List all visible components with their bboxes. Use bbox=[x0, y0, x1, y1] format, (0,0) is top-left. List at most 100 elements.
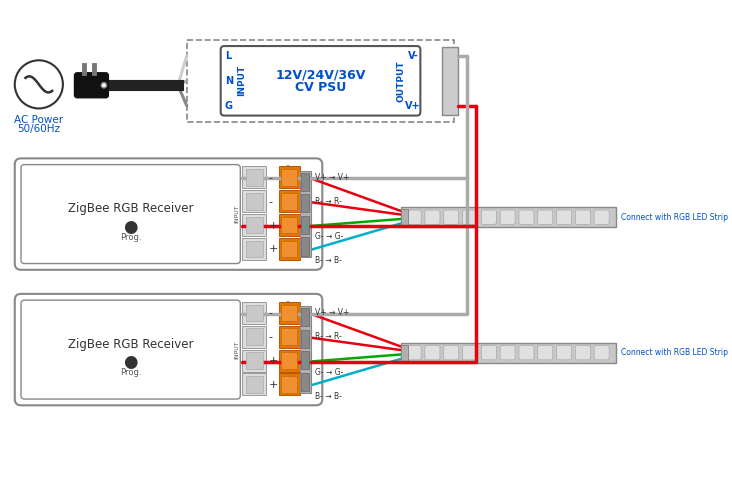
Text: G: G bbox=[225, 101, 233, 111]
Bar bbox=[242, 350, 266, 372]
Text: V+ → V+: V+ → V+ bbox=[315, 308, 350, 318]
Bar bbox=[302, 172, 310, 191]
Text: B- → B-: B- → B- bbox=[315, 392, 342, 400]
FancyBboxPatch shape bbox=[538, 346, 553, 360]
FancyBboxPatch shape bbox=[15, 158, 322, 270]
Bar bbox=[279, 238, 300, 260]
Bar bbox=[246, 241, 263, 257]
Bar bbox=[246, 193, 263, 209]
FancyBboxPatch shape bbox=[425, 210, 440, 225]
Bar bbox=[302, 373, 310, 391]
Bar bbox=[242, 326, 266, 348]
Bar bbox=[187, 40, 455, 122]
FancyBboxPatch shape bbox=[463, 346, 477, 360]
FancyBboxPatch shape bbox=[21, 300, 240, 399]
FancyBboxPatch shape bbox=[482, 210, 496, 225]
FancyBboxPatch shape bbox=[444, 210, 459, 225]
Text: LED: LED bbox=[287, 163, 292, 175]
Bar bbox=[281, 217, 297, 233]
FancyBboxPatch shape bbox=[556, 210, 572, 225]
Text: CV PSU: CV PSU bbox=[295, 80, 346, 94]
Text: G- → G-: G- → G- bbox=[315, 368, 343, 377]
Text: V+ → V+: V+ → V+ bbox=[315, 173, 350, 182]
Circle shape bbox=[15, 60, 63, 109]
Bar bbox=[400, 207, 616, 227]
FancyBboxPatch shape bbox=[538, 210, 553, 225]
Bar bbox=[242, 167, 266, 188]
Bar bbox=[279, 374, 300, 395]
FancyBboxPatch shape bbox=[406, 346, 421, 360]
Text: 50/60Hz: 50/60Hz bbox=[18, 124, 60, 133]
Text: Prog.: Prog. bbox=[120, 233, 141, 242]
Bar bbox=[300, 171, 310, 257]
FancyBboxPatch shape bbox=[444, 346, 459, 360]
FancyBboxPatch shape bbox=[15, 294, 322, 405]
Text: -: - bbox=[269, 332, 273, 342]
Text: Connect with RGB LED Strip: Connect with RGB LED Strip bbox=[621, 213, 728, 222]
Bar bbox=[246, 169, 263, 186]
FancyBboxPatch shape bbox=[21, 165, 240, 263]
Bar bbox=[246, 376, 263, 393]
Bar bbox=[242, 238, 266, 260]
Text: -: - bbox=[269, 173, 273, 183]
Bar bbox=[281, 241, 297, 257]
Text: Connect with RGB LED Strip: Connect with RGB LED Strip bbox=[621, 348, 728, 357]
Bar bbox=[279, 190, 300, 212]
Text: G- → G-: G- → G- bbox=[315, 232, 343, 241]
FancyBboxPatch shape bbox=[500, 346, 515, 360]
Text: OUTPUT: OUTPUT bbox=[396, 60, 406, 102]
Text: ZigBee RGB Receiver: ZigBee RGB Receiver bbox=[68, 337, 193, 351]
FancyBboxPatch shape bbox=[575, 346, 591, 360]
Text: INPUT: INPUT bbox=[234, 340, 239, 359]
FancyBboxPatch shape bbox=[594, 346, 609, 360]
Text: R- → R-: R- → R- bbox=[315, 332, 342, 341]
Bar bbox=[246, 304, 263, 321]
Bar bbox=[242, 214, 266, 236]
FancyBboxPatch shape bbox=[220, 46, 420, 115]
Text: V+: V+ bbox=[406, 101, 421, 111]
Text: +: + bbox=[269, 221, 278, 230]
Text: N: N bbox=[225, 76, 233, 86]
Bar bbox=[281, 304, 297, 321]
Text: +: + bbox=[269, 380, 278, 390]
FancyBboxPatch shape bbox=[500, 210, 515, 225]
Text: Prog.: Prog. bbox=[120, 368, 141, 377]
Bar bbox=[246, 217, 263, 233]
FancyBboxPatch shape bbox=[425, 346, 440, 360]
Text: B- → B-: B- → B- bbox=[315, 256, 342, 265]
Text: ●: ● bbox=[124, 353, 138, 371]
Bar bbox=[281, 352, 297, 369]
Bar bbox=[279, 214, 300, 236]
FancyBboxPatch shape bbox=[463, 210, 477, 225]
Bar bbox=[279, 326, 300, 348]
Text: ●: ● bbox=[124, 218, 138, 236]
Bar bbox=[400, 343, 616, 362]
Bar bbox=[242, 190, 266, 212]
FancyBboxPatch shape bbox=[519, 346, 534, 360]
Bar bbox=[281, 328, 297, 345]
Bar bbox=[279, 350, 300, 372]
Bar bbox=[442, 47, 458, 114]
Bar bbox=[242, 302, 266, 324]
Text: ZigBee RGB Receiver: ZigBee RGB Receiver bbox=[68, 202, 193, 215]
Text: INPUT: INPUT bbox=[234, 205, 239, 224]
Bar bbox=[281, 376, 297, 393]
Bar bbox=[279, 167, 300, 188]
Bar bbox=[302, 238, 310, 256]
Text: +: + bbox=[269, 244, 278, 254]
Text: LED: LED bbox=[287, 299, 292, 311]
Bar bbox=[300, 306, 310, 393]
Text: V-: V- bbox=[408, 51, 419, 61]
Bar bbox=[302, 194, 310, 212]
Bar bbox=[302, 308, 310, 326]
Text: AC Power: AC Power bbox=[14, 114, 64, 125]
Text: -: - bbox=[269, 197, 273, 206]
FancyBboxPatch shape bbox=[406, 210, 421, 225]
Bar bbox=[400, 209, 408, 225]
Bar bbox=[246, 328, 263, 345]
Bar bbox=[246, 352, 263, 369]
Circle shape bbox=[101, 83, 107, 88]
Bar bbox=[302, 351, 310, 370]
Text: 12V/24V/36V: 12V/24V/36V bbox=[275, 68, 366, 81]
Bar bbox=[400, 345, 408, 361]
